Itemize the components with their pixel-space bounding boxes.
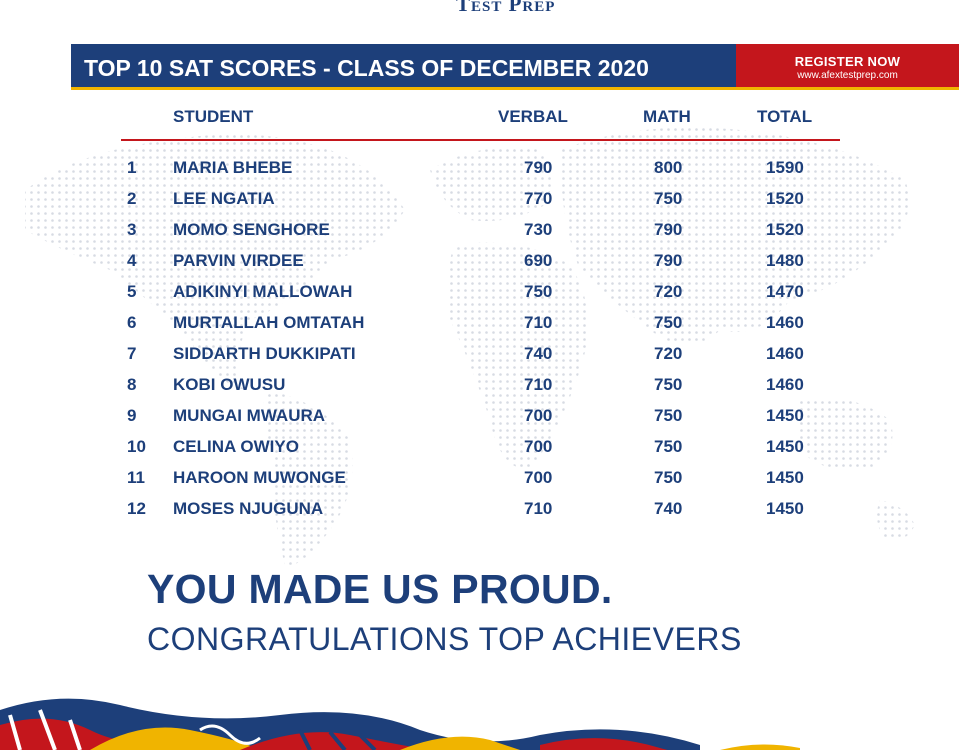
logo-shield-icon xyxy=(390,0,424,4)
total-score-cell: 1450 xyxy=(766,406,804,425)
total-score-cell: 1460 xyxy=(766,375,804,394)
table-row: 8 KOBI OWUSU 710 750 1460 xyxy=(0,374,960,405)
rank-cell: 5 xyxy=(127,282,137,301)
table-row: 11 HAROON MUWONGE 700 750 1450 xyxy=(0,467,960,498)
total-score-cell: 1470 xyxy=(766,282,804,301)
verbal-score-cell: 730 xyxy=(524,220,553,239)
headline: YOU MADE US PROUD. xyxy=(147,566,613,612)
rank-cell: 7 xyxy=(127,344,137,363)
website-link[interactable]: www.afextestprep.com xyxy=(797,70,898,81)
total-score-cell: 1520 xyxy=(766,220,804,239)
math-score-cell: 790 xyxy=(654,220,683,239)
rank-cell: 4 xyxy=(127,251,137,270)
student-name-cell: SIDDARTH DUKKIPATI xyxy=(173,344,356,363)
verbal-score-cell: 770 xyxy=(524,189,553,208)
rank-cell: 10 xyxy=(127,437,146,456)
register-now-button[interactable]: REGISTER NOW www.afextestprep.com xyxy=(736,44,959,90)
rank-cell: 11 xyxy=(127,468,145,487)
rank-cell: 9 xyxy=(127,406,137,425)
table-row: 7 SIDDARTH DUKKIPATI 740 720 1460 xyxy=(0,343,960,374)
math-score-cell: 750 xyxy=(654,189,683,208)
total-score-cell: 1480 xyxy=(766,251,804,270)
total-score-cell: 1520 xyxy=(766,189,804,208)
math-score-cell: 750 xyxy=(654,313,683,332)
student-name-cell: MUNGAI MWAURA xyxy=(173,406,326,425)
table-row: 5 ADIKINYI MALLOWAH 750 720 1470 xyxy=(0,281,960,312)
total-score-cell: 1460 xyxy=(766,313,804,332)
total-score-cell: 1590 xyxy=(766,158,804,177)
table-row: 3 MOMO SENGHORE 730 790 1520 xyxy=(0,219,960,250)
math-score-cell: 740 xyxy=(654,499,683,518)
student-name-cell: MOMO SENGHORE xyxy=(173,220,330,239)
math-score-cell: 750 xyxy=(654,406,683,425)
header-student: STUDENT xyxy=(173,107,254,126)
math-score-cell: 750 xyxy=(654,468,683,487)
student-name-cell: PARVIN VIRDEE xyxy=(173,251,304,270)
table-row: 1 MARIA BHEBE 790 800 1590 xyxy=(0,157,960,188)
table-row: 2 LEE NGATIA 770 750 1520 xyxy=(0,188,960,219)
rank-cell: 12 xyxy=(127,499,146,518)
subheadline: CONGRATULATIONS TOP ACHIEVERS xyxy=(147,621,742,657)
verbal-score-cell: 700 xyxy=(524,468,553,487)
total-score-cell: 1450 xyxy=(766,499,804,518)
table-row: 10 CELINA OWIYO 700 750 1450 xyxy=(0,436,960,467)
table-row: 4 PARVIN VIRDEE 690 790 1480 xyxy=(0,250,960,281)
rank-cell: 2 xyxy=(127,189,137,208)
verbal-score-cell: 690 xyxy=(524,251,553,270)
math-score-cell: 790 xyxy=(654,251,683,270)
student-name-cell: ADIKINYI MALLOWAH xyxy=(173,282,353,301)
rank-cell: 3 xyxy=(127,220,137,239)
student-name-cell: MURTALLAH OMTATAH xyxy=(173,313,365,332)
brand-logo-text: Test Prep xyxy=(456,0,556,16)
total-score-cell: 1450 xyxy=(766,468,804,487)
total-score-cell: 1460 xyxy=(766,344,804,363)
total-score-cell: 1450 xyxy=(766,437,804,456)
header-verbal: VERBAL xyxy=(498,107,568,126)
math-score-cell: 800 xyxy=(654,158,683,177)
verbal-score-cell: 790 xyxy=(524,158,553,177)
math-score-cell: 720 xyxy=(654,282,683,301)
verbal-score-cell: 750 xyxy=(524,282,553,301)
student-name-cell: LEE NGATIA xyxy=(173,189,275,208)
verbal-score-cell: 710 xyxy=(524,313,553,332)
rank-cell: 8 xyxy=(127,375,137,394)
verbal-score-cell: 700 xyxy=(524,437,553,456)
header-total: TOTAL xyxy=(757,107,813,126)
title-banner: TOP 10 SAT SCORES - CLASS OF DECEMBER 20… xyxy=(71,44,959,90)
student-name-cell: KOBI OWUSU xyxy=(173,375,286,394)
table-row: 6 MURTALLAH OMTATAH 710 750 1460 xyxy=(0,312,960,343)
verbal-score-cell: 700 xyxy=(524,406,553,425)
header-divider xyxy=(121,139,840,141)
rank-cell: 6 xyxy=(127,313,137,332)
register-now-label: REGISTER NOW xyxy=(794,54,901,69)
student-name-cell: CELINA OWIYO xyxy=(173,437,299,456)
header-math: MATH xyxy=(643,107,691,126)
student-name-cell: MARIA BHEBE xyxy=(173,158,293,177)
table-row: 9 MUNGAI MWAURA 700 750 1450 xyxy=(0,405,960,436)
verbal-score-cell: 710 xyxy=(524,375,553,394)
math-score-cell: 720 xyxy=(654,344,683,363)
banner-title: TOP 10 SAT SCORES - CLASS OF DECEMBER 20… xyxy=(71,44,736,90)
brand-logo: Test Prep xyxy=(380,0,570,22)
table-row: 12 MOSES NJUGUNA 710 740 1450 xyxy=(0,498,960,529)
math-score-cell: 750 xyxy=(654,437,683,456)
verbal-score-cell: 710 xyxy=(524,499,553,518)
rank-cell: 1 xyxy=(127,158,137,177)
math-score-cell: 750 xyxy=(654,375,683,394)
decorative-pattern-strip xyxy=(0,690,960,750)
student-name-cell: MOSES NJUGUNA xyxy=(173,499,324,518)
student-name-cell: HAROON MUWONGE xyxy=(173,468,346,487)
verbal-score-cell: 740 xyxy=(524,344,553,363)
